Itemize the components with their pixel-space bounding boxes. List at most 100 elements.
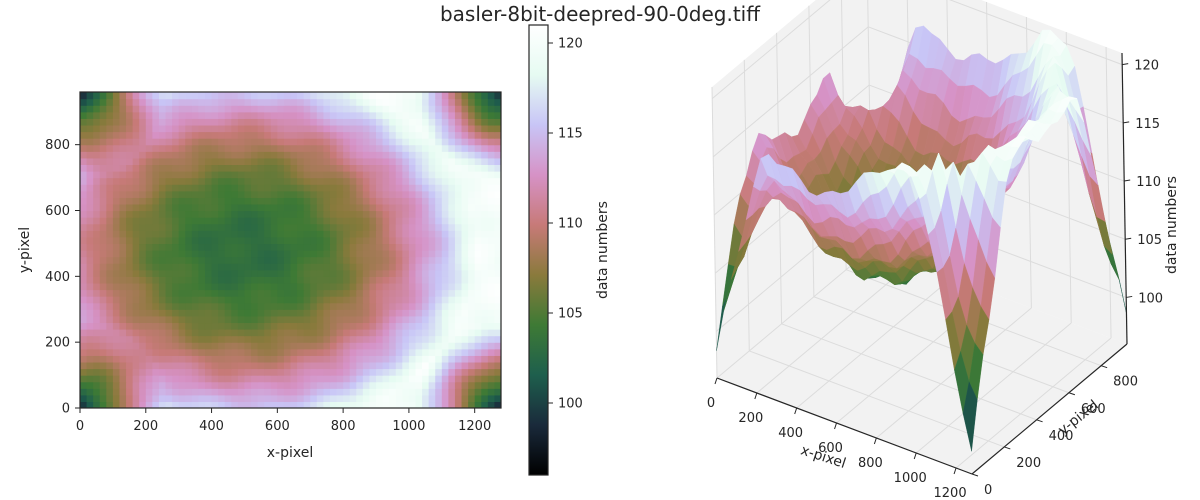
heatmap-cell (204, 190, 213, 198)
heatmap-cell (119, 368, 127, 376)
heatmap-cell (487, 92, 496, 100)
heatmap-cell (395, 230, 403, 238)
heatmap-cell (191, 210, 200, 218)
heatmap-cell (349, 309, 357, 317)
figure-title: basler-8bit-deepred-90-0deg.tiff (439, 2, 761, 26)
heatmap-cell (99, 361, 107, 370)
heatmap-cell (422, 401, 430, 408)
heatmap-cell (428, 124, 436, 133)
heatmap-cell (218, 302, 226, 310)
heatmap-cell (303, 177, 311, 185)
heatmap-cell (191, 138, 200, 146)
heatmap-cell (415, 124, 423, 133)
heatmap-cell (389, 335, 397, 343)
heatmap-cell (80, 217, 88, 225)
heatmap-cell (218, 329, 226, 337)
heatmap-cell (415, 315, 423, 324)
heatmap-cell (428, 342, 436, 350)
heatmap-cell (448, 131, 456, 139)
heatmap-cell (178, 217, 186, 225)
heatmap-cell (415, 250, 423, 258)
heatmap-cell (99, 394, 107, 403)
heatmap-cell (415, 368, 423, 376)
heatmap-cell (389, 190, 397, 198)
heatmap-cell (336, 256, 344, 264)
heatmap-cell (395, 309, 403, 317)
heatmap-cell (349, 203, 357, 212)
heatmap-cell (119, 282, 127, 291)
heatmap-cell (310, 289, 318, 297)
heatmap-cell (106, 131, 114, 139)
heatmap-cell (244, 250, 252, 258)
heatmap-cell (316, 236, 324, 245)
heatmap-cell (448, 157, 456, 166)
heatmap-cell (93, 151, 101, 159)
heatmap-cell (106, 315, 114, 324)
heatmap-cell (349, 157, 357, 166)
heatmap-cell (343, 348, 351, 356)
heatmap-cell (343, 355, 351, 363)
heatmap-cell (257, 388, 265, 396)
heatmap-cell (218, 282, 226, 291)
heatmap-cell (468, 348, 476, 356)
heatmap-cell (382, 217, 390, 225)
heatmap-cell (132, 144, 140, 152)
heatmap-cell (106, 263, 114, 271)
heatmap-cell (435, 342, 443, 350)
heatmap-cell (251, 118, 259, 126)
heatmap-cell (369, 348, 377, 356)
heatmap-cell (441, 197, 449, 205)
heatmap-cell (251, 92, 259, 100)
heatmap-cell (251, 309, 259, 317)
heatmap-cell (99, 197, 107, 205)
heatmap-cell (441, 124, 449, 133)
heatmap-cell (303, 151, 311, 159)
heatmap-cell (468, 236, 476, 245)
heatmap-cell (93, 131, 101, 139)
heatmap-cell (487, 197, 496, 205)
heatmap-cell (93, 388, 101, 396)
heatmap-cell (244, 217, 252, 225)
heatmap-cell (86, 256, 94, 264)
heatmap-cell (454, 361, 463, 370)
heatmap-cell (139, 157, 147, 166)
heatmap-cell (481, 210, 489, 218)
heatmap-cell (152, 210, 160, 218)
heatmap-cell (277, 138, 285, 146)
heatmap-cell (204, 322, 213, 330)
heatmap-cell (270, 197, 278, 205)
heatmap-cell (336, 269, 344, 277)
heatmap-cell (139, 263, 147, 271)
heatmap-cell (487, 118, 496, 126)
heatmap-cell (422, 361, 430, 370)
heatmap-cell (454, 401, 463, 408)
heatmap-cell (244, 381, 252, 389)
heatmap-cell (218, 348, 226, 356)
heatmap-cell (244, 302, 252, 310)
heatmap-cell (402, 131, 410, 139)
heatmap-cell (185, 282, 193, 291)
heatmap-cell (487, 309, 496, 317)
heatmap-cell (139, 203, 147, 212)
heatmap-cell (310, 342, 318, 350)
heatmap-cell (283, 342, 292, 350)
heatmap-cell (231, 256, 239, 264)
heatmap-cell (158, 296, 167, 304)
heatmap-cell (204, 124, 213, 133)
heatmap-cell (356, 355, 364, 363)
heatmap-cell (487, 289, 496, 297)
heatmap-cell (237, 177, 246, 185)
heatmap-cell (297, 144, 305, 152)
heatmap-cell (152, 124, 160, 133)
heatmap-cell (336, 322, 344, 330)
heatmap-cell (382, 171, 390, 179)
heatmap-cell (481, 375, 489, 383)
heatmap-cell (487, 348, 496, 356)
heatmap-cell (139, 138, 147, 146)
heatmap-cell (237, 203, 246, 212)
heatmap-cell (343, 269, 351, 277)
surface-z-label: data numbers (1164, 176, 1180, 274)
heatmap-cell (224, 256, 232, 264)
heatmap-cell (481, 381, 489, 389)
heatmap-cell (145, 289, 153, 297)
